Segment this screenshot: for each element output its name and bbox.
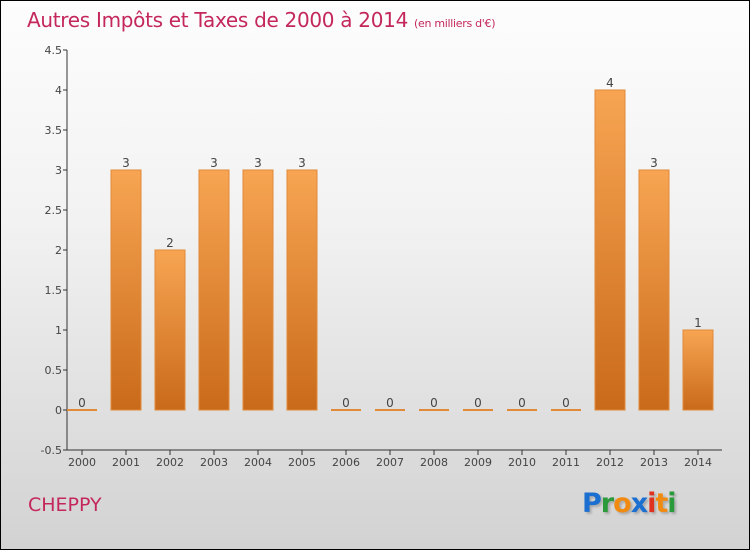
- data-label: 3: [650, 156, 658, 170]
- y-tick-label: 0.5: [45, 364, 63, 377]
- x-tick-label: 2011: [552, 456, 580, 469]
- chart-title: Autres Impôts et Taxes de 2000 à 2014 (en…: [27, 8, 495, 32]
- y-tick-label: -0.5: [41, 444, 62, 457]
- y-tick-label: 3: [55, 164, 62, 177]
- x-tick-label: 2005: [288, 456, 316, 469]
- bar: [682, 329, 714, 411]
- y-tick-label: 1.5: [45, 284, 63, 297]
- x-tick-label: 2002: [156, 456, 184, 469]
- data-label: 0: [430, 396, 438, 410]
- subtitle-text: (en milliers d'€): [414, 17, 496, 30]
- y-tick-label: 0: [55, 404, 62, 417]
- data-label: 0: [474, 396, 482, 410]
- proxiti-logo: Proxiti: [582, 488, 677, 519]
- x-tick-label: 2004: [244, 456, 272, 469]
- data-label: 0: [386, 396, 394, 410]
- data-label: 3: [210, 156, 218, 170]
- data-label: 4: [606, 76, 614, 90]
- data-label: 2: [166, 236, 174, 250]
- x-tick-label: 2007: [376, 456, 404, 469]
- data-label: 3: [122, 156, 130, 170]
- x-tick-label: 2009: [464, 456, 492, 469]
- y-tick-label: 1: [55, 324, 62, 337]
- data-label: 0: [78, 396, 86, 410]
- data-label: 3: [298, 156, 306, 170]
- x-tick-label: 2014: [684, 456, 712, 469]
- y-tick-label: 4.5: [45, 44, 63, 57]
- y-tick-label: 2: [55, 244, 62, 257]
- x-tick-label: 2001: [112, 456, 140, 469]
- x-tick-label: 2006: [332, 456, 360, 469]
- data-label: 0: [518, 396, 526, 410]
- data-label: 1: [694, 316, 702, 330]
- bar: [242, 169, 274, 411]
- bar: [198, 169, 230, 411]
- y-tick-label: 3.5: [45, 124, 63, 137]
- y-tick-label: 2.5: [45, 204, 63, 217]
- x-tick-label: 2013: [640, 456, 668, 469]
- bar: [110, 169, 142, 411]
- x-tick-label: 2010: [508, 456, 536, 469]
- data-label: 3: [254, 156, 262, 170]
- commune-name: CHEPPY: [28, 494, 102, 516]
- title-text: Autres Impôts et Taxes de 2000 à 2014: [27, 8, 408, 32]
- x-tick-label: 2000: [68, 456, 96, 469]
- bar: [154, 249, 186, 411]
- bar: [286, 169, 318, 411]
- data-label: 0: [562, 396, 570, 410]
- data-label: 0: [342, 396, 350, 410]
- x-tick-label: 2008: [420, 456, 448, 469]
- bar: [594, 89, 626, 411]
- x-tick-label: 2003: [200, 456, 228, 469]
- bar: [638, 169, 670, 411]
- y-tick-label: 4: [55, 84, 62, 97]
- x-tick-label: 2012: [596, 456, 624, 469]
